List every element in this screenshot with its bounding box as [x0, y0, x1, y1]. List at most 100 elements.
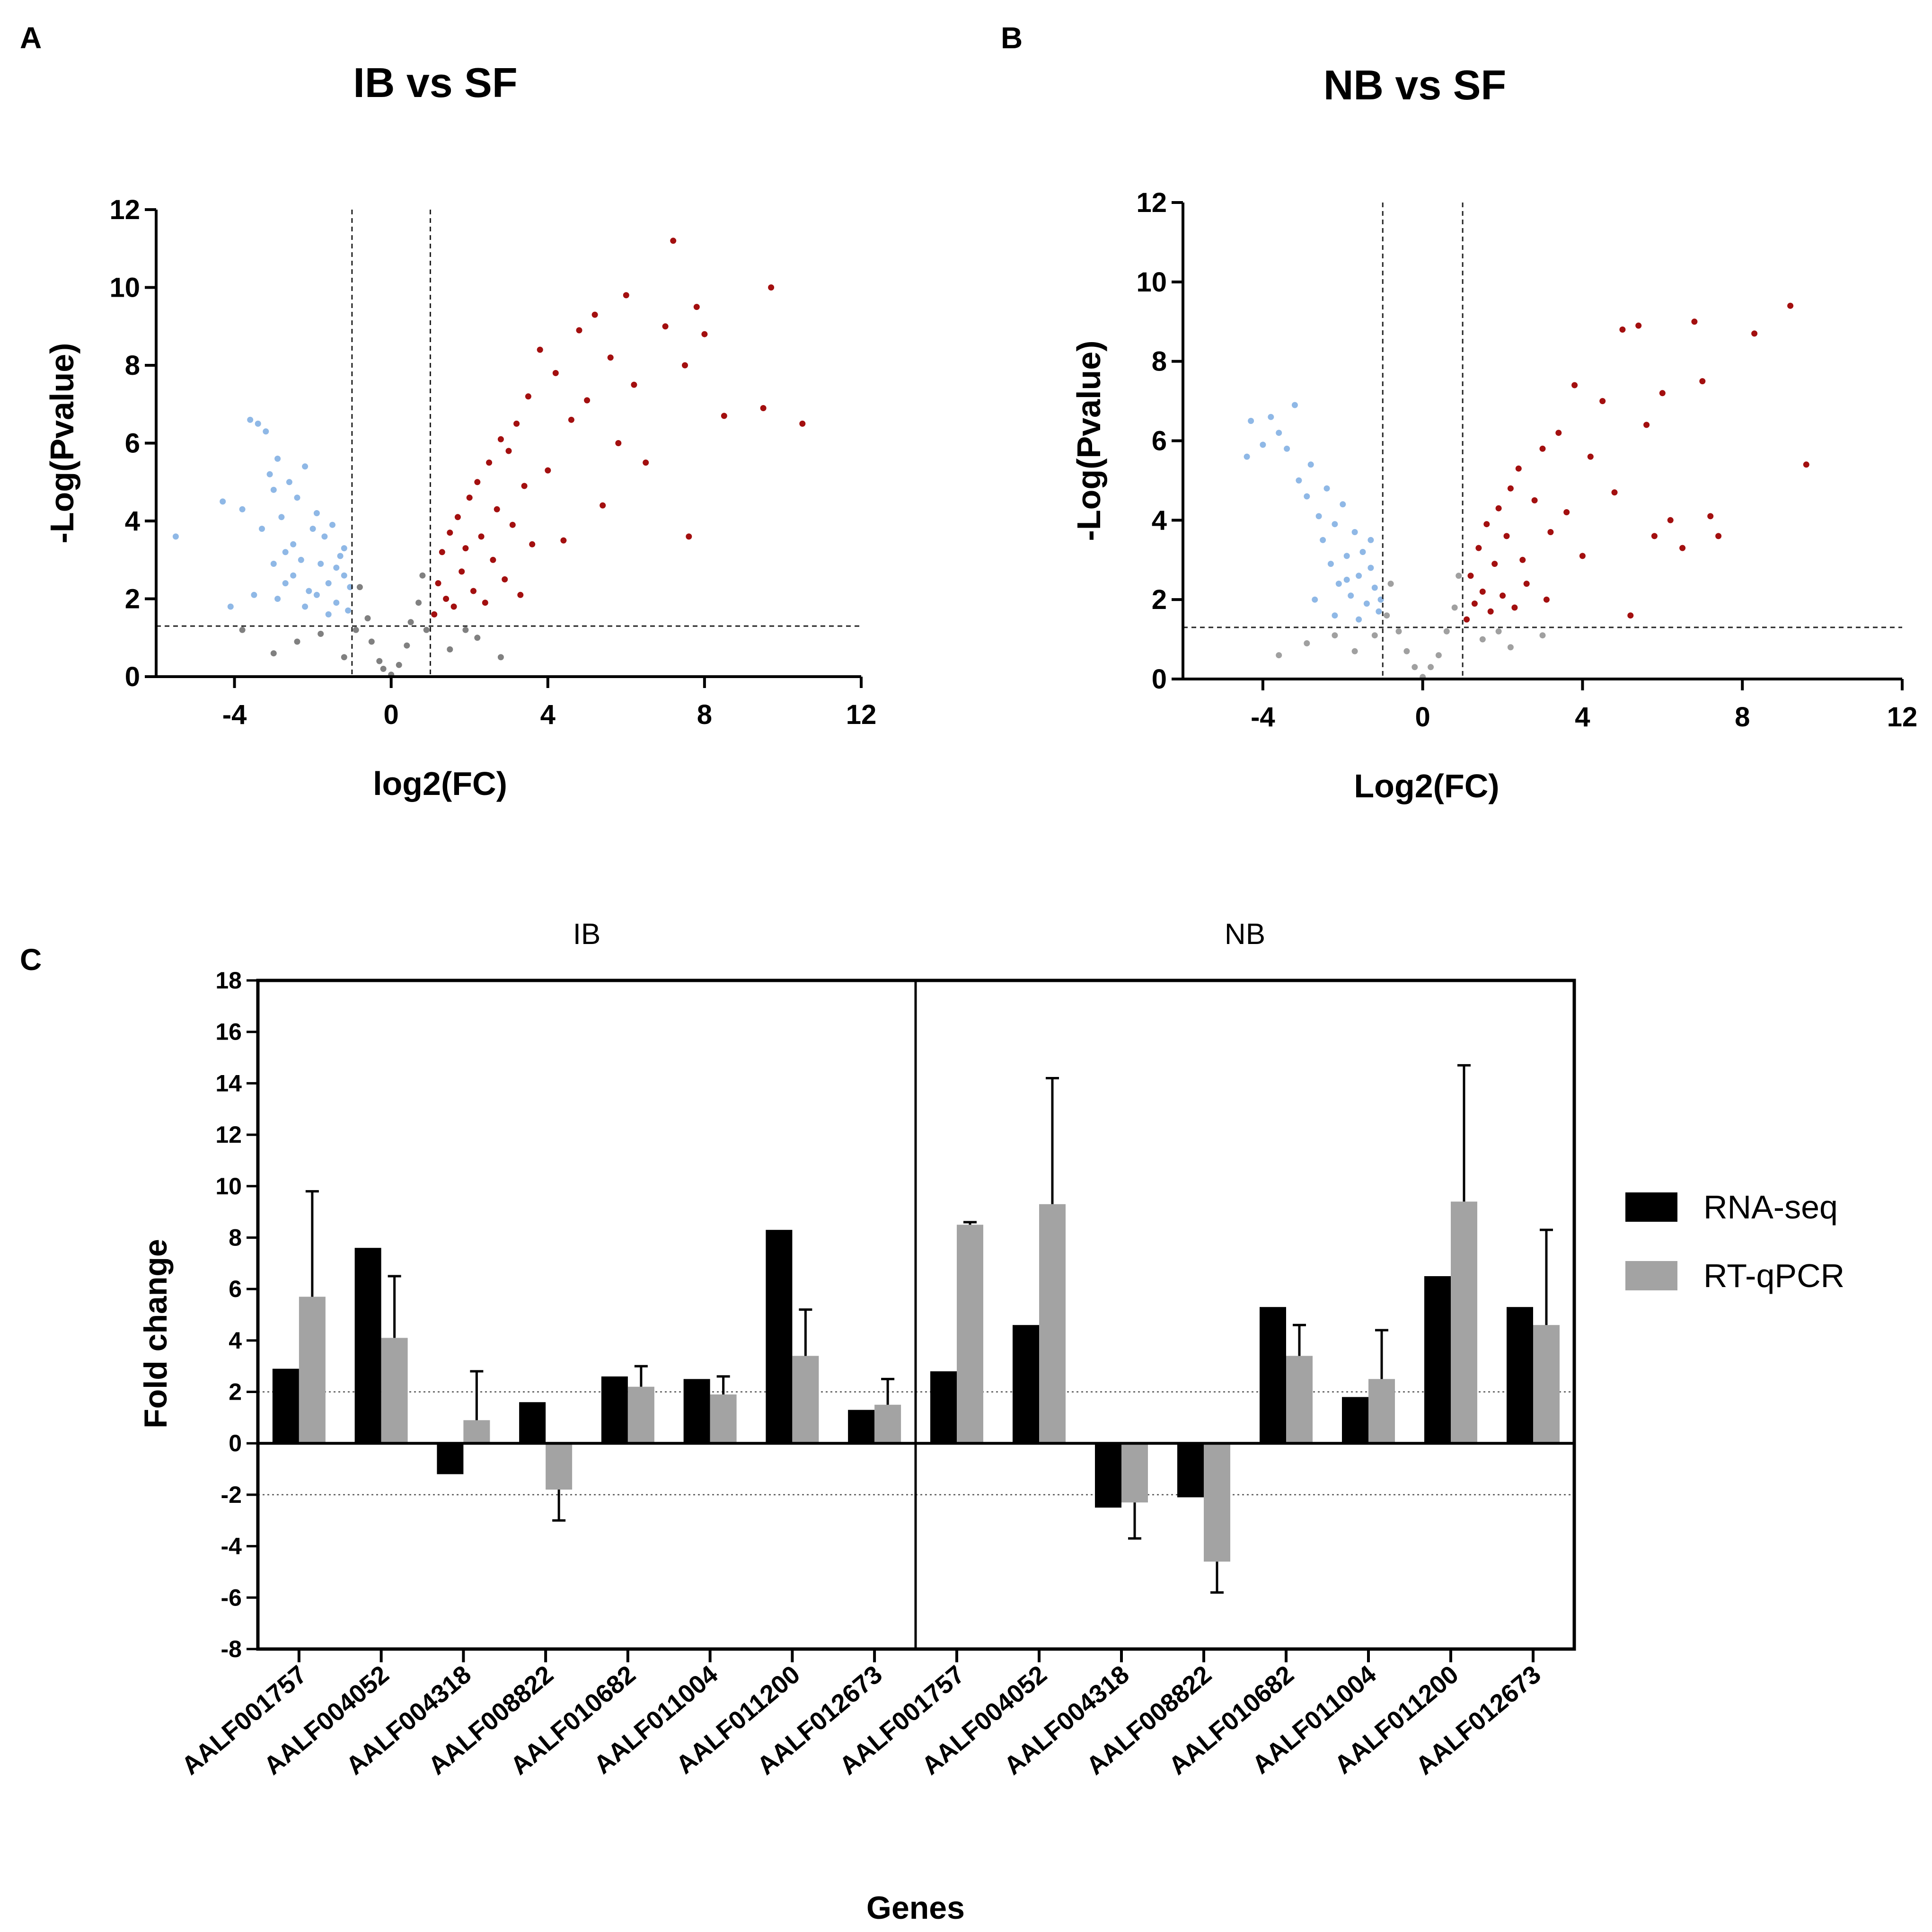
scatter-point-up-regulated	[454, 514, 461, 520]
scatter-point-down-regulated	[274, 596, 281, 602]
scatter-point-up-regulated	[568, 416, 574, 423]
scatter-point-not-significant	[356, 584, 363, 591]
scatter-point-up-regulated	[435, 580, 441, 587]
scatter-point-not-significant	[1539, 632, 1546, 639]
scatter-point-up-regulated	[439, 549, 445, 556]
scatter-point-up-regulated	[509, 521, 516, 528]
scatter-point-not-significant	[368, 638, 375, 645]
scatter-point-down-regulated	[266, 471, 273, 477]
scatter-point-down-regulated	[1335, 581, 1342, 587]
scatter-point-down-regulated	[1284, 445, 1290, 452]
chart-title: NB vs SF	[1323, 62, 1506, 108]
scatter-point-up-regulated	[584, 397, 591, 404]
scatter-point-down-regulated	[302, 603, 309, 610]
scatter-point-down-regulated	[329, 521, 335, 528]
x-tick-label: 12	[1887, 702, 1918, 732]
y-tick-label: 4	[229, 1327, 242, 1354]
y-tick-label: 8	[125, 350, 140, 381]
scatter-point-up-regulated	[721, 413, 727, 419]
scatter-point-not-significant	[404, 642, 410, 649]
bar-rna-seq	[1013, 1325, 1039, 1444]
scatter-point-down-regulated	[341, 545, 347, 552]
panel-b-letter: B	[1001, 21, 1023, 55]
scatter-point-up-regulated	[482, 600, 488, 606]
scatter-point-down-regulated	[1268, 414, 1274, 420]
scatter-point-not-significant	[407, 619, 414, 626]
scatter-point-down-regulated	[251, 591, 257, 598]
bar-rna-seq	[437, 1443, 464, 1474]
scatter-point-down-regulated	[1343, 553, 1350, 559]
scatter-point-down-regulated	[1276, 430, 1282, 436]
scatter-point-not-significant	[1384, 612, 1390, 619]
scatter-point-up-regulated	[552, 370, 559, 376]
scatter-point-not-significant	[419, 572, 426, 579]
scatter-point-up-regulated	[799, 420, 806, 427]
scatter-point-up-regulated	[701, 331, 708, 337]
scatter-point-down-regulated	[294, 494, 300, 501]
bar-rna-seq	[848, 1410, 875, 1444]
scatter-point-up-regulated	[1651, 533, 1658, 539]
scatter-point-not-significant	[1451, 604, 1458, 611]
scatter-point-up-regulated	[525, 393, 531, 400]
scatter-point-not-significant	[462, 626, 469, 633]
legend-swatch-rna-seq	[1625, 1192, 1677, 1222]
scatter-point-down-regulated	[313, 510, 320, 516]
y-tick-label: 12	[215, 1121, 242, 1148]
scatter-point-up-regulated	[670, 238, 677, 244]
scatter-point-up-regulated	[450, 603, 457, 610]
bar-rt-qpcr	[957, 1225, 983, 1444]
scatter-point-down-regulated	[1332, 521, 1338, 528]
scatter-point-down-regulated	[259, 526, 265, 532]
scatter-point-not-significant	[376, 658, 383, 664]
scatter-point-down-regulated	[1356, 616, 1362, 623]
bar-rna-seq	[354, 1248, 381, 1444]
scatter-point-down-regulated	[1244, 453, 1250, 460]
scatter-point-down-regulated	[274, 455, 281, 462]
bar-rt-qpcr	[792, 1356, 819, 1444]
scatter-point-up-regulated	[1699, 378, 1706, 385]
scatter-point-up-regulated	[1531, 497, 1538, 503]
scatter-point-up-regulated	[600, 502, 606, 509]
scatter-point-not-significant	[396, 662, 402, 668]
y-tick-label: 12	[1136, 187, 1167, 218]
scatter-point-up-regulated	[1659, 390, 1666, 397]
y-axis-label: Fold change	[138, 1239, 174, 1428]
scatter-point-down-regulated	[172, 533, 179, 540]
scatter-point-down-regulated	[337, 553, 344, 559]
scatter-point-up-regulated	[693, 304, 700, 310]
scatter-point-down-regulated	[263, 428, 269, 435]
scatter-point-up-regulated	[1643, 422, 1650, 428]
scatter-point-up-regulated	[1483, 521, 1490, 528]
scatter-point-up-regulated	[443, 596, 450, 602]
y-tick-label: 12	[109, 194, 140, 225]
panel-c-letter: C	[20, 943, 42, 977]
scatter-point-down-regulated	[286, 479, 292, 485]
scatter-point-not-significant	[1332, 632, 1338, 639]
x-axis-label: Log2(FC)	[1354, 768, 1499, 804]
bar-rt-qpcr	[710, 1394, 737, 1444]
scatter-point-up-regulated	[447, 529, 453, 536]
y-tick-label: 6	[229, 1276, 242, 1302]
bar-rna-seq	[1424, 1276, 1451, 1444]
scatter-point-up-regulated	[1679, 545, 1686, 551]
bar-rna-seq	[519, 1402, 546, 1444]
scatter-point-up-regulated	[502, 576, 508, 582]
bar-rt-qpcr	[1286, 1356, 1313, 1444]
scatter-point-up-regulated	[1519, 556, 1526, 563]
scatter-point-not-significant	[1276, 652, 1282, 659]
scatter-point-down-regulated	[227, 603, 234, 610]
y-tick-label: 0	[125, 662, 140, 692]
y-tick-label: 4	[1152, 505, 1167, 536]
y-tick-label: -6	[221, 1584, 242, 1611]
scatter-point-up-regulated	[497, 436, 504, 442]
scatter-point-not-significant	[294, 638, 300, 645]
scatter-point-down-regulated	[333, 565, 340, 571]
scatter-point-not-significant	[1371, 632, 1378, 639]
scatter-point-not-significant	[1479, 636, 1486, 643]
scatter-point-down-regulated	[1371, 584, 1378, 591]
scatter-point-up-regulated	[1619, 326, 1626, 333]
scatter-point-down-regulated	[1296, 477, 1302, 484]
scatter-point-up-regulated	[517, 591, 524, 598]
scatter-point-up-regulated	[768, 284, 775, 291]
scatter-point-up-regulated	[505, 448, 512, 454]
